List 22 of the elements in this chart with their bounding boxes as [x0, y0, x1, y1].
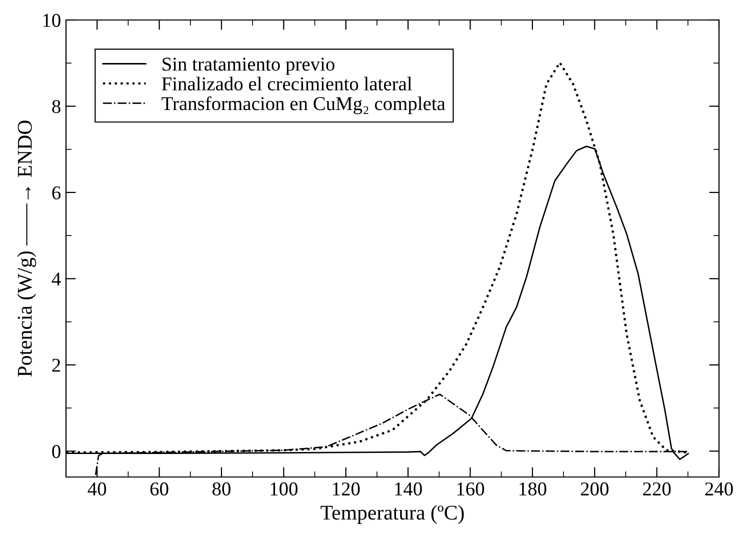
x-tick-label: 60 [150, 482, 168, 496]
x-tick-label: 180 [520, 482, 546, 496]
x-tick-label: 160 [457, 482, 484, 496]
legend-label: Finalizado el crecimiento lateral [162, 76, 412, 90]
x-tick-label: 120 [332, 482, 360, 496]
x-tick-label: 140 [395, 482, 422, 496]
x-tick-label: 80 [212, 482, 230, 496]
legend-label: Transformacion en CuMg₂ completa [162, 96, 446, 114]
y-tick-label: 8 [52, 100, 60, 114]
y-tick-label: 0 [52, 444, 60, 458]
y-tick-label: 10 [43, 14, 60, 27]
x-axis-title: Temperatura (ºC) [320, 505, 464, 524]
x-tick-label: 100 [270, 482, 298, 496]
x-tick-label: 240 [705, 482, 733, 496]
x-tick-label: 220 [643, 482, 671, 496]
y-tick-label: 2 [52, 358, 60, 372]
legend-label: Sin tratamiento previo [162, 58, 334, 75]
x-tick-label: 200 [580, 482, 608, 496]
y-tick-label: 6 [52, 186, 61, 200]
x-tick-label: 40 [88, 482, 106, 496]
y-tick-label: 4 [52, 272, 61, 286]
y-axis-title: Potencia (W/g) ——→ ENDO [17, 120, 36, 377]
